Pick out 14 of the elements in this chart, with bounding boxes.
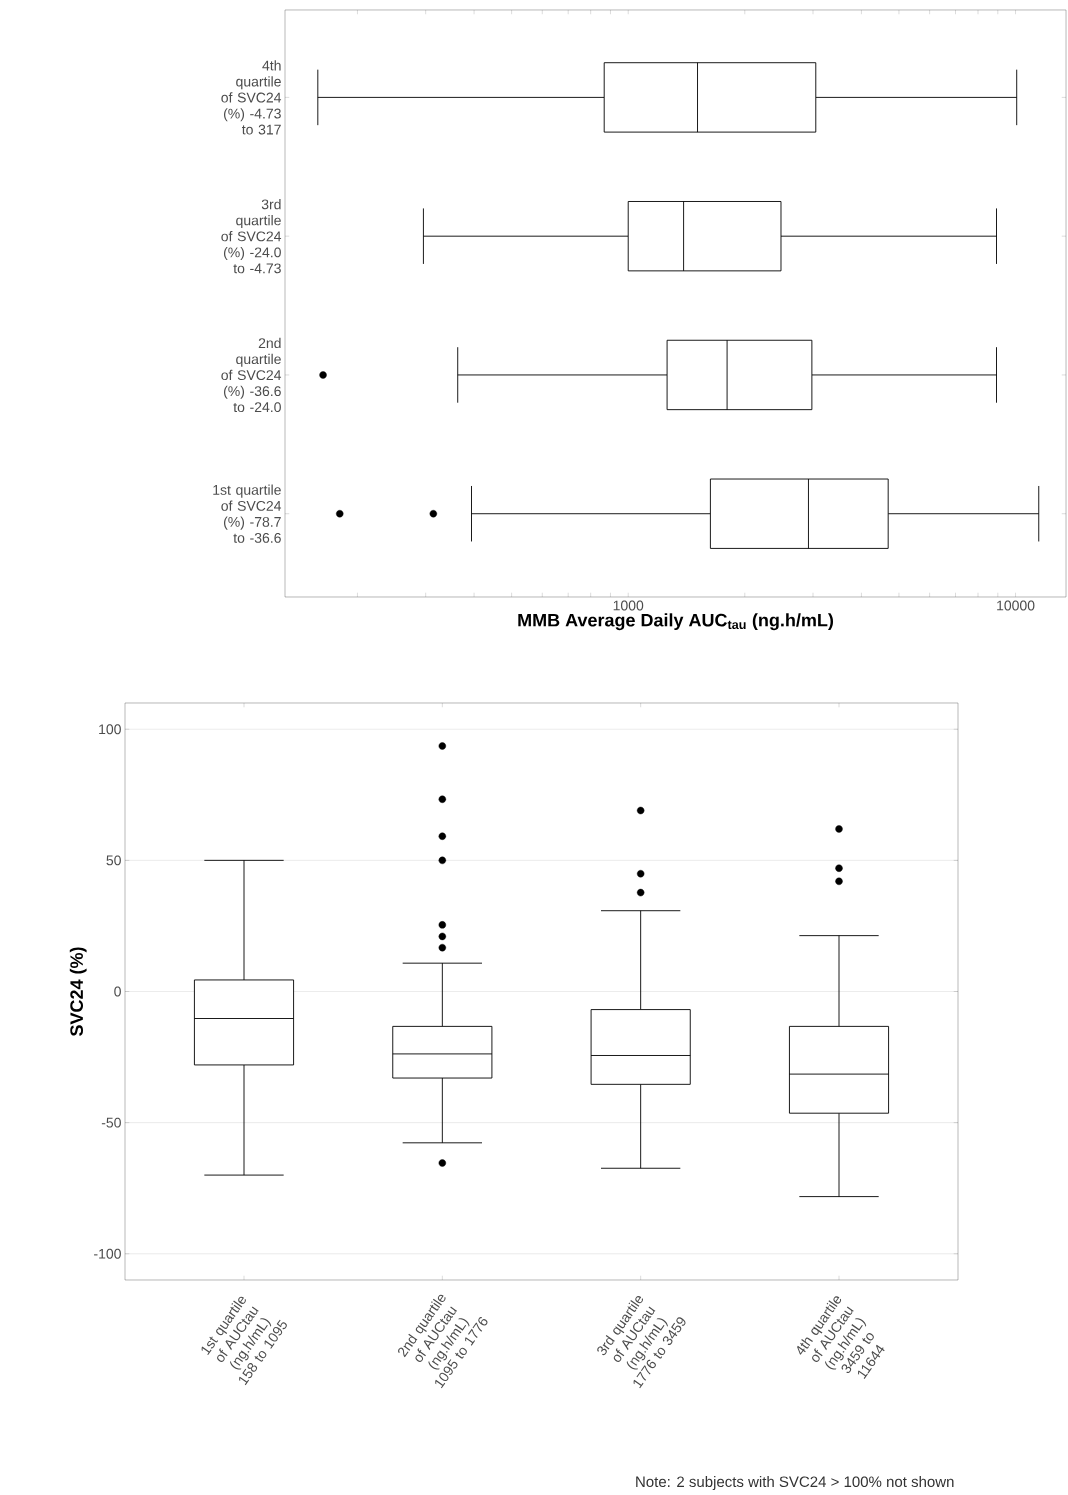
y-tick-label: -100 bbox=[94, 1248, 121, 1259]
y-tick-label: 0 bbox=[114, 986, 121, 997]
y-axis-title: SVC24 (%) bbox=[69, 947, 87, 1036]
y-tick-label: 1st quartile of SVC24 (%) -78.7 to -36.6 bbox=[213, 484, 282, 543]
y-tick-label: -50 bbox=[101, 1117, 121, 1128]
y-tick-label: 4th quartile of SVC24 (%) -4.73 to 317 bbox=[221, 60, 282, 135]
x-tick-label: 10000 bbox=[997, 600, 1035, 611]
y-tick-label: 2nd quartile of SVC24 (%) -36.6 to -24.0 bbox=[221, 337, 282, 413]
x-axis-title: MMB Average Daily AUC$_{tau}$ (ng.h/mL) bbox=[518, 613, 834, 631]
y-tick-label: 50 bbox=[106, 855, 121, 866]
x-tick-label: 1000 bbox=[613, 600, 644, 611]
y-tick-label: 100 bbox=[99, 724, 121, 735]
text: Note: 2 subjects with SVC24 > 100% not shown bbox=[636, 1476, 954, 1490]
y-tick-label: 3rd quartile of SVC24 (%) -24.0 to -4.73 bbox=[221, 199, 282, 274]
